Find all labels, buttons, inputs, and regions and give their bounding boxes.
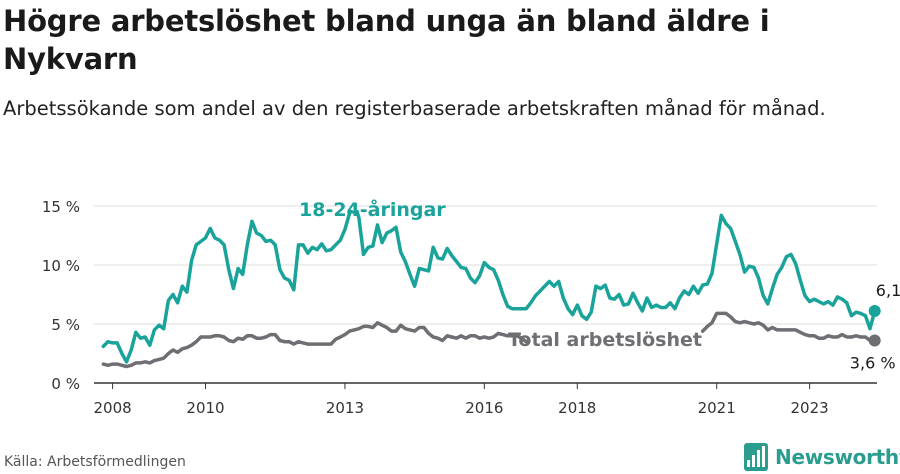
- x-tick-label: 2016: [465, 399, 503, 417]
- source-text: Källa: Arbetsförmedlingen: [4, 454, 186, 470]
- x-tick-label: 2013: [326, 399, 364, 417]
- line-chart: 0 % 5 % 10 % 15 % 2008 2010 2013 2016 2018 2021 20…: [42, 197, 900, 417]
- x-tick-label: 2023: [791, 399, 829, 417]
- series-line-total: [700, 311, 877, 343]
- series-label-youth: 18-24-åringar: [299, 197, 446, 221]
- bar-chart-logo-icon: [744, 443, 768, 471]
- series-label-total: Total arbetslöshet: [508, 329, 702, 351]
- end-marker-total: [868, 334, 881, 347]
- end-label-youth: 6,1 %: [876, 281, 900, 300]
- y-tick-label: 10 %: [42, 257, 80, 275]
- series-line-youth: [101, 210, 877, 364]
- x-tick-label: 2021: [698, 399, 736, 417]
- y-tick-label: 5 %: [51, 316, 80, 334]
- x-tick-label: 2010: [186, 399, 224, 417]
- end-marker-youth: [868, 305, 881, 318]
- x-tick-label: 2018: [558, 399, 596, 417]
- y-tick-label: 0 %: [51, 375, 80, 393]
- end-label-total: 3,6 %: [850, 354, 896, 373]
- x-tick-label: 2008: [93, 399, 131, 417]
- chart-subtitle: Arbetssökande som andel av den registerb…: [3, 97, 826, 120]
- brand[interactable]: Newsworthy: [744, 442, 900, 472]
- y-tick-label: 15 %: [42, 198, 80, 216]
- chart-title: Högre arbetslöshet bland unga än bland ä…: [3, 4, 770, 76]
- brand-name: Newsworthy: [775, 445, 900, 469]
- series-line-total: [101, 321, 528, 369]
